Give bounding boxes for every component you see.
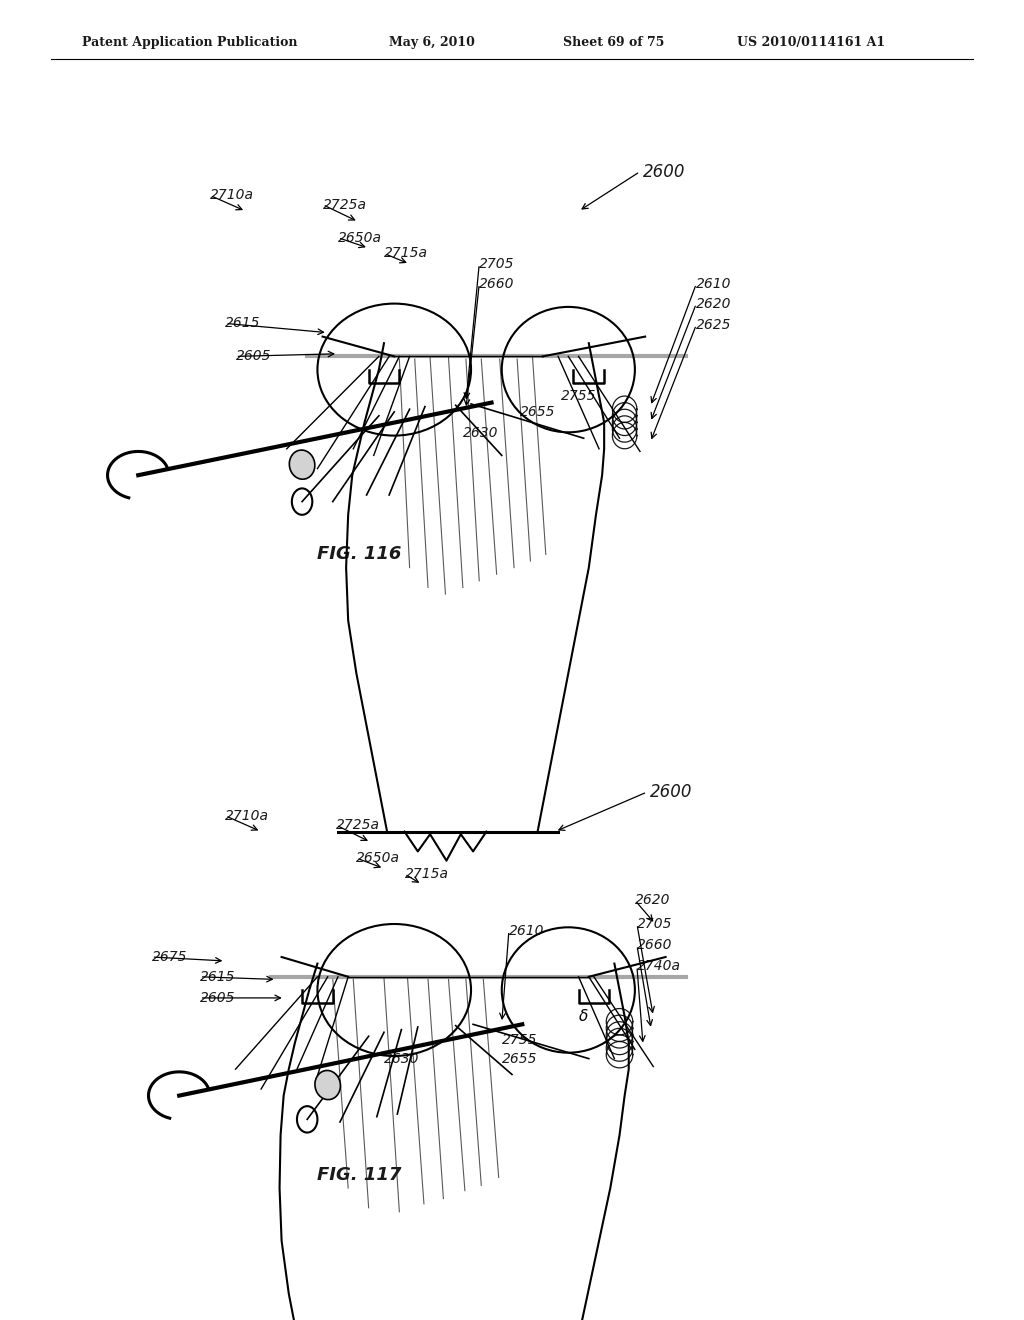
Text: 2710a: 2710a: [225, 809, 269, 822]
Text: 2655: 2655: [520, 405, 556, 418]
Text: 2605: 2605: [200, 991, 236, 1005]
Text: 2610: 2610: [509, 924, 545, 937]
Text: 2615: 2615: [225, 317, 261, 330]
Text: 2625: 2625: [696, 318, 732, 331]
Text: 2725a: 2725a: [336, 818, 380, 832]
Text: May 6, 2010: May 6, 2010: [389, 36, 475, 49]
Text: 2655: 2655: [502, 1052, 538, 1065]
Text: 2620: 2620: [696, 297, 732, 310]
Text: 2715a: 2715a: [384, 247, 428, 260]
Text: δ: δ: [579, 1008, 589, 1024]
Text: FIG. 117: FIG. 117: [317, 1166, 401, 1184]
Text: 2600: 2600: [643, 162, 686, 181]
Text: 2610: 2610: [696, 277, 732, 290]
Text: 2740a: 2740a: [637, 960, 681, 973]
Text: FIG. 116: FIG. 116: [317, 545, 401, 564]
Text: 2710a: 2710a: [210, 189, 254, 202]
Text: 2605: 2605: [236, 350, 271, 363]
Text: 2615: 2615: [200, 970, 236, 983]
Text: 2630: 2630: [463, 426, 499, 440]
Ellipse shape: [315, 1071, 340, 1100]
Text: 2630: 2630: [384, 1052, 420, 1065]
Text: Patent Application Publication: Patent Application Publication: [82, 36, 297, 49]
Text: 2705: 2705: [479, 257, 515, 271]
Text: 2660: 2660: [637, 939, 673, 952]
Text: 2755: 2755: [561, 389, 597, 403]
Text: 2660: 2660: [479, 277, 515, 290]
Text: 2650a: 2650a: [338, 231, 382, 244]
Ellipse shape: [290, 450, 314, 479]
Text: 2600: 2600: [650, 783, 693, 801]
Text: 2705: 2705: [637, 917, 673, 931]
Text: 2620: 2620: [635, 894, 671, 907]
Text: US 2010/0114161 A1: US 2010/0114161 A1: [737, 36, 886, 49]
Text: 2755: 2755: [502, 1034, 538, 1047]
Text: 2725a: 2725a: [323, 198, 367, 211]
Text: 2675: 2675: [152, 950, 187, 964]
Text: Sheet 69 of 75: Sheet 69 of 75: [563, 36, 665, 49]
Text: 2715a: 2715a: [404, 867, 449, 880]
Text: 2650a: 2650a: [356, 851, 400, 865]
